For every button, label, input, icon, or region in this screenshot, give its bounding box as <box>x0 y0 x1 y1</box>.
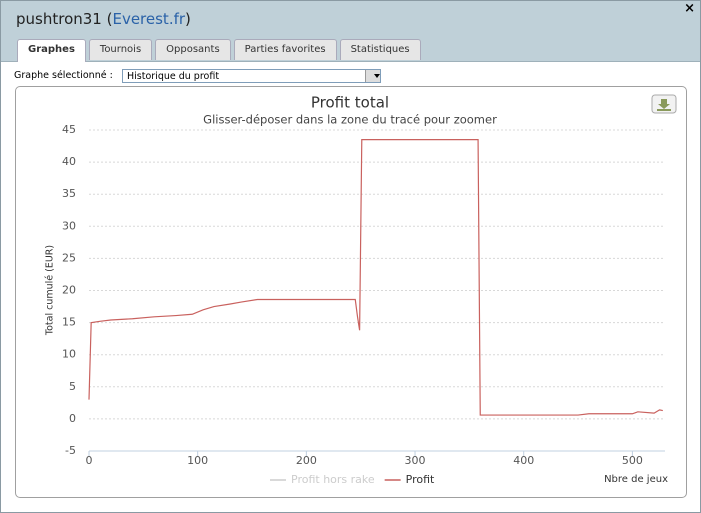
select-arrow[interactable] <box>365 70 380 82</box>
series-line <box>88 139 663 416</box>
x-tick-label: 100 <box>187 454 208 467</box>
x-tick-label: 200 <box>296 454 317 467</box>
tab[interactable]: Graphes <box>17 39 86 62</box>
y-tick-label: 0 <box>69 412 76 425</box>
x-axis-title: Nbre de jeux <box>604 474 668 485</box>
tab[interactable]: Parties favorites <box>233 39 337 60</box>
select-value: Historique du profit <box>127 71 220 82</box>
x-tick-label: 300 <box>405 454 426 467</box>
download-button[interactable] <box>651 94 677 114</box>
x-tick-label: 400 <box>513 454 534 467</box>
selector-label: Graphe sélectionné : <box>14 70 113 81</box>
chart-title: Profit total <box>311 94 389 112</box>
window-title: pushtron31 (Everest.fr) <box>16 10 191 28</box>
title-user: pushtron31 ( <box>16 10 113 28</box>
y-tick-label: -5 <box>65 444 76 457</box>
tab[interactable]: Tournois <box>88 39 153 60</box>
tab-bar: Graphes Tournois Opposants Parties favorite… <box>17 39 421 62</box>
y-tick-label: 10 <box>62 348 76 361</box>
y-tick-label: 15 <box>62 316 76 329</box>
close-button[interactable]: × <box>684 1 695 16</box>
tab[interactable]: Opposants <box>155 39 231 60</box>
header: pushtron31 (Everest.fr) × Graphes Tournoi… <box>1 1 700 62</box>
chart-panel <box>15 86 687 498</box>
y-tick-label: 5 <box>69 380 76 393</box>
y-tick-label: 25 <box>62 251 76 264</box>
x-tick-label: 500 <box>622 454 643 467</box>
title-site[interactable]: Everest.fr <box>112 10 186 28</box>
legend-entry[interactable]: Profit <box>406 473 435 486</box>
graph-select[interactable]: Historique du profit <box>122 69 381 83</box>
y-tick-label: 20 <box>62 284 76 297</box>
y-axis-title: Total cumulé (EUR) <box>45 245 56 336</box>
y-tick-label: 30 <box>62 219 76 232</box>
legend-entry[interactable]: Profit hors rake <box>291 473 375 486</box>
y-tick-label: 35 <box>62 187 76 200</box>
y-tick-label: 40 <box>62 155 76 168</box>
tab[interactable]: Statistiques <box>339 39 421 60</box>
title-end: ) <box>185 10 191 28</box>
chart-subtitle: Glisser-déposer dans la zone du tracé po… <box>203 113 497 127</box>
y-tick-label: 45 <box>62 123 76 136</box>
x-tick-label: 0 <box>86 454 93 467</box>
